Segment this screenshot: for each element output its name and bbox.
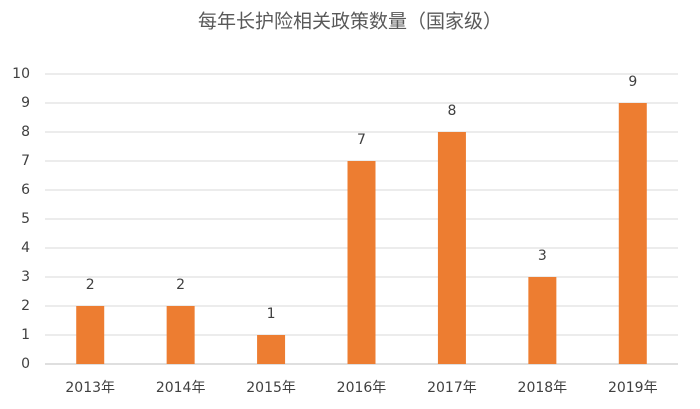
data-label: 7 — [357, 132, 366, 148]
y-tick-label: 8 — [21, 124, 30, 140]
y-tick-label: 9 — [21, 95, 30, 111]
x-tick-label: 2014年 — [156, 380, 206, 396]
bar — [347, 161, 376, 364]
chart-title: 每年长护险相关政策数量（国家级） — [198, 11, 502, 33]
bar — [257, 335, 286, 364]
x-tick-label: 2018年 — [518, 380, 568, 396]
y-tick-label: 4 — [21, 240, 30, 256]
x-tick-label: 2017年 — [427, 380, 477, 396]
bar — [437, 132, 466, 364]
bar — [76, 306, 105, 364]
y-tick-label: 10 — [12, 66, 30, 82]
y-tick-label: 1 — [21, 327, 30, 343]
y-tick-label: 7 — [21, 153, 30, 169]
data-label: 1 — [267, 306, 276, 322]
x-tick-label: 2013年 — [65, 380, 115, 396]
data-label: 3 — [538, 248, 547, 264]
y-tick-label: 6 — [21, 182, 30, 198]
bar — [618, 103, 647, 364]
data-label: 8 — [447, 103, 456, 119]
x-tick-label: 2015年 — [246, 380, 296, 396]
x-tick-label: 2019年 — [608, 380, 658, 396]
bar — [528, 277, 557, 364]
x-tick-label: 2016年 — [337, 380, 387, 396]
data-label: 2 — [176, 277, 185, 293]
y-tick-label: 0 — [21, 356, 30, 372]
y-tick-label: 5 — [21, 211, 30, 227]
data-label: 2 — [86, 277, 95, 293]
bar — [166, 306, 195, 364]
y-tick-label: 2 — [21, 298, 30, 314]
y-tick-label: 3 — [21, 269, 30, 285]
data-label: 9 — [628, 74, 637, 90]
